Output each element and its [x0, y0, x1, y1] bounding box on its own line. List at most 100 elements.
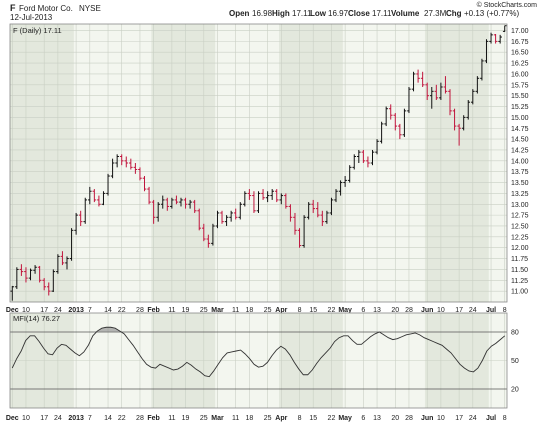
x-tick-label: Mar: [211, 307, 224, 314]
x-tick-label: 13: [373, 415, 381, 422]
x-tick-label: 14: [104, 415, 112, 422]
month-band: [10, 24, 74, 302]
price-tick-label: 13.50: [511, 180, 529, 187]
ohlc-bar: [142, 176, 147, 192]
x-tick-label: 24: [54, 415, 62, 422]
price-tick-label: 14.50: [511, 137, 529, 144]
ohlc-bar: [338, 180, 343, 196]
x-tick-label: 7: [88, 307, 92, 314]
price-tick-label: 13.00: [511, 202, 529, 209]
close-value: 17.11: [372, 9, 392, 18]
price-panel: 11.00 11.25 11.50 11.75 12.00 12.25 12.50 12.75…: [6, 1, 537, 314]
x-tick-label: 15: [309, 415, 317, 422]
mfi-line: [11, 326, 506, 378]
high-value: 17.11: [292, 9, 312, 18]
x-tick-label: 8: [298, 415, 302, 422]
x-tick-label: 2013: [68, 415, 84, 422]
x-tick-label: 19: [182, 307, 190, 314]
ohlc-bar: [256, 191, 261, 213]
ohlc-bar: [56, 254, 60, 274]
ohlc-bar: [28, 268, 33, 281]
ohlc-bar: [407, 86, 411, 114]
x-tick-label: Feb: [147, 307, 159, 314]
ohlc-bar: [160, 195, 165, 209]
x-tick-label: 6: [361, 307, 365, 314]
ohlc-bar: [74, 212, 78, 235]
ohlc-bar: [115, 154, 119, 168]
x-tick-label: Apr: [275, 307, 287, 314]
x-tick-label: May: [338, 307, 352, 314]
x-tick-label: 20: [391, 307, 399, 314]
x-tick-label: May: [338, 415, 352, 422]
price-tick-label: 17.00: [511, 28, 529, 35]
ohlc-bar: [183, 197, 188, 209]
ohlc-bar: [361, 149, 366, 163]
price-tick-label: 11.50: [511, 267, 528, 274]
ohlc-bar: [493, 33, 498, 44]
ohlc-bar: [347, 165, 352, 183]
x-tick-label: 8: [503, 415, 507, 422]
ohlc-bar: [352, 154, 357, 170]
ohlc-bar: [484, 39, 489, 64]
x-tick-label: Dec: [6, 415, 19, 422]
ohlc-bar: [188, 199, 192, 209]
x-tick-label: 25: [200, 307, 208, 314]
ohlc-bar: [429, 86, 434, 109]
ohlc-bar: [174, 195, 179, 205]
x-tick-label: 25: [200, 415, 208, 422]
x-tick-label: 28: [136, 307, 144, 314]
mfi-tick-label: 80: [511, 330, 519, 337]
x-tick-label: 8: [298, 307, 302, 314]
ohlc-bar: [320, 210, 325, 226]
ohlc-bar: [425, 82, 430, 101]
price-tick-label: 16.00: [511, 71, 529, 78]
x-tick-label: Apr: [275, 415, 287, 422]
ohlc-bar: [215, 210, 220, 229]
ohlc-bar: [97, 195, 101, 207]
ohlc-bar: [220, 210, 224, 224]
ohlc-bar: [452, 108, 457, 131]
ohlc-bar: [83, 197, 88, 224]
x-tick-label: 22: [118, 307, 126, 314]
ohlc-bar: [92, 189, 97, 203]
ohlc-bar: [147, 186, 151, 205]
x-tick-label: 20: [391, 415, 399, 422]
x-tick-label: 10: [22, 415, 30, 422]
ohlc-bar: [46, 282, 51, 296]
ohlc-bar: [411, 71, 416, 92]
chg-value: +0.13 (+0.77%): [464, 9, 519, 18]
price-tick-label: 11.25: [511, 278, 528, 285]
x-tick-label: 14: [104, 307, 112, 314]
mfi-panel-border: [9, 312, 508, 409]
ohlc-bar: [229, 210, 233, 222]
ohlc-bar: [138, 167, 142, 181]
ohlc-bar: [375, 139, 379, 155]
x-tick-label: 2013: [68, 307, 84, 314]
watermark: © StockCharts.com: [477, 1, 538, 9]
ohlc-bar: [489, 32, 493, 44]
ohlc-bar: [101, 191, 106, 206]
ohlc-bar: [448, 89, 452, 116]
x-tick-label: 17: [40, 415, 48, 422]
ohlc-bar: [297, 228, 302, 248]
price-panel-border: [9, 23, 508, 303]
chg-label: Chg: [446, 9, 462, 18]
x-tick-label: 22: [328, 415, 336, 422]
ohlc-bar: [434, 84, 439, 101]
x-tick-label: 11: [168, 307, 175, 314]
x-tick-label: 18: [245, 307, 253, 314]
ohlc-bar: [170, 197, 174, 209]
x-tick-label: 22: [328, 307, 336, 314]
price-tick-label: 12.00: [511, 245, 529, 252]
price-tick-label: 13.75: [511, 169, 529, 176]
open-value: 16.98: [252, 9, 273, 18]
x-tick-label: 7: [88, 415, 92, 422]
ohlc-bar: [420, 71, 425, 87]
x-tick-label: 15: [309, 307, 317, 314]
panel-background: [10, 24, 507, 302]
exchange-label: NYSE: [79, 4, 101, 13]
ohlc-bar: [156, 202, 160, 222]
price-tick-label: 12.25: [511, 234, 529, 241]
